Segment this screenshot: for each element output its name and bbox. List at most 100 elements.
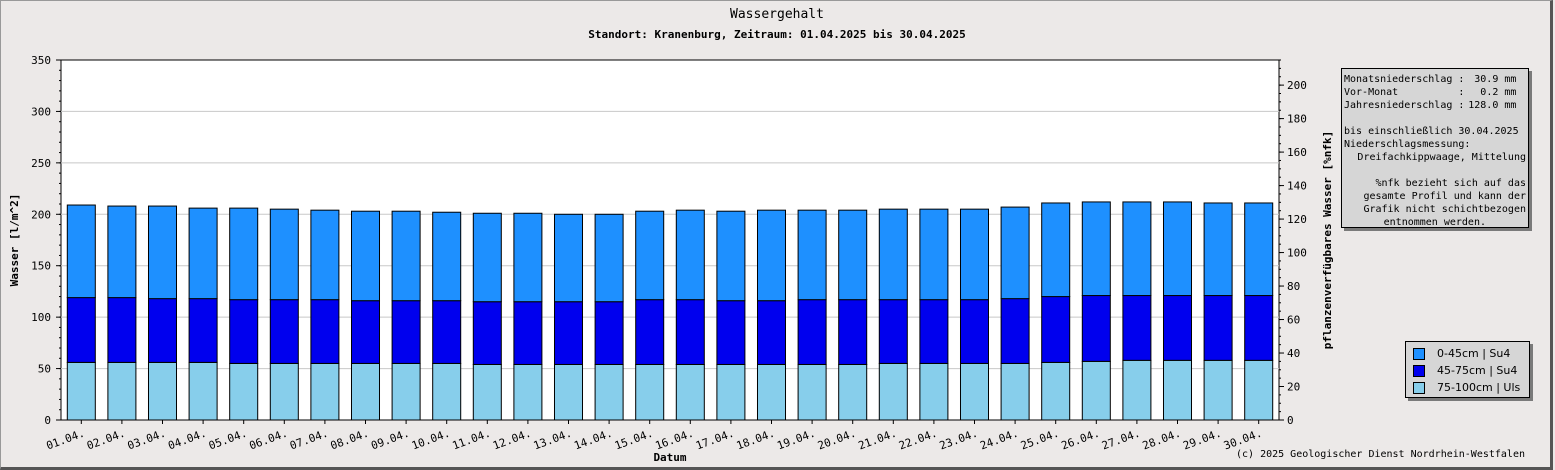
legend-label: 45-75cm | Su4	[1437, 364, 1518, 377]
plot-area	[60, 59, 1280, 421]
bar-segment	[878, 208, 908, 301]
bar-segment	[838, 299, 868, 365]
x-tick-label: 27.04.	[1100, 427, 1142, 453]
bar-segment	[1081, 295, 1111, 362]
y-axis: 0 50 100 150 200 250 300 350	[31, 54, 61, 427]
bar-segment	[797, 209, 827, 301]
y-tick-label: 200	[31, 208, 51, 221]
legend-item-75-100: 75-100cm | Uls	[1410, 379, 1525, 396]
y2-tick-label: 100	[1287, 247, 1307, 260]
bar-segment	[1203, 295, 1233, 361]
y2-tick-label: 80	[1287, 280, 1300, 293]
x-tick-label: 15.04.	[613, 427, 655, 453]
bar-segment	[513, 301, 543, 365]
info-until: bis einschließlich 30.04.2025	[1344, 126, 1519, 137]
bar-segment	[1244, 359, 1274, 421]
x-tick-label: 28.04.	[1141, 427, 1183, 453]
bar-segment	[350, 362, 381, 421]
x-tick-label: 01.04.	[45, 427, 87, 453]
y2-tick-label: 160	[1287, 146, 1307, 159]
bar-segment	[1162, 295, 1193, 361]
bar-segment	[472, 363, 502, 421]
info-row-yearly: Jahresniederschlag :128.0 mm	[1344, 99, 1526, 112]
x-tick-label: 10.04.	[410, 427, 452, 453]
info-label: Vor-Monat :	[1344, 87, 1465, 98]
info-label: Jahresniederschlag :	[1344, 100, 1465, 111]
y-tick-label: 50	[38, 363, 51, 376]
bar-segment	[675, 363, 705, 421]
bar-segment	[1000, 298, 1030, 364]
x-tick-label: 18.04.	[735, 427, 777, 453]
x-tick-label: 21.04.	[857, 427, 899, 453]
y2-axis-label: pflanzenverfügbares Wasser [%nfk]	[1321, 131, 1334, 350]
info-row-monthly: Monatsniederschlag : 30.9 mm	[1344, 73, 1526, 86]
chart-subtitle: Standort: Kranenburg, Zeitraum: 01.04.20…	[588, 28, 966, 41]
bar-segment	[432, 362, 462, 421]
bar-segment	[147, 298, 178, 363]
bar-segment	[1041, 202, 1071, 298]
bar-segment	[188, 207, 218, 300]
x-tick-label: 23.04.	[938, 427, 980, 453]
info-note-1: %nfk bezieht sich auf das	[1375, 178, 1526, 189]
x-tick-label: 04.04.	[166, 427, 208, 453]
legend-label: 0-45cm | Su4	[1437, 347, 1511, 360]
bar-segment	[147, 205, 178, 300]
bar-segment	[66, 361, 96, 421]
info-note-3: Grafik nicht schichtbezogen	[1363, 204, 1526, 215]
y2-axis: 0 20 40 60 80 100 120 140 160 180 200	[1279, 59, 1307, 427]
y2-tick-label: 140	[1287, 180, 1307, 193]
bar-segment	[513, 212, 543, 303]
bar-segment	[635, 363, 665, 421]
y-tick-label: 100	[31, 311, 51, 324]
bar-segment	[797, 299, 827, 365]
x-tick-label: 25.04.	[1019, 427, 1061, 453]
bar-segment	[635, 210, 665, 301]
bar-segment	[350, 210, 381, 302]
y2-tick-label: 120	[1287, 213, 1307, 226]
grid-lines	[61, 110, 1279, 370]
copyright-credit: (c) 2025 Geologischer Dienst Nordrhein-W…	[1236, 449, 1525, 460]
legend-swatch	[1413, 364, 1425, 377]
bar-segment	[838, 363, 868, 421]
bar-segment	[107, 297, 137, 363]
bar-segment	[391, 210, 421, 302]
x-tick-label: 07.04.	[288, 427, 330, 453]
bar-segment	[269, 208, 299, 301]
bar-segment	[919, 362, 949, 421]
info-value: 0.2 mm	[1480, 87, 1517, 98]
info-box: Monatsniederschlag : 30.9 mm Vor-Monat : 0…	[1341, 68, 1529, 228]
bar-segment	[878, 362, 908, 421]
bar-segment	[959, 299, 990, 364]
bar-segment	[1041, 361, 1071, 421]
bar-segment	[229, 299, 259, 364]
bar-segment	[594, 301, 624, 365]
info-row-prev-month: Vor-Monat : 0.2 mm	[1344, 86, 1526, 99]
bar-segment	[391, 362, 421, 421]
x-axis: 01.04.02.04.03.04.04.04.05.04.06.04.07.0…	[45, 420, 1264, 452]
x-tick-label: 03.04.	[126, 427, 168, 453]
bar-segment	[919, 208, 949, 301]
x-tick-label: 24.04.	[978, 427, 1020, 453]
bar-segment	[716, 363, 746, 421]
x-tick-label: 12.04.	[491, 427, 533, 453]
bar-segment	[1081, 360, 1111, 421]
bar-segment	[188, 298, 218, 363]
bar-segment	[350, 300, 381, 364]
bar-segment	[756, 363, 787, 421]
bar-segment	[1000, 362, 1030, 421]
info-measure-label: Niederschlagsmessung:	[1344, 139, 1471, 150]
bar-segment	[959, 208, 990, 301]
bar-segment	[716, 210, 746, 302]
y2-tick-label: 180	[1287, 113, 1307, 126]
bar-segment	[594, 213, 624, 303]
bar-segment	[1122, 359, 1152, 421]
bar-segment	[188, 361, 218, 421]
x-axis-label: Datum	[653, 451, 686, 464]
info-value: 30.9 mm	[1474, 74, 1517, 85]
bar-segment	[838, 209, 868, 301]
x-tick-label: 08.04.	[329, 427, 371, 453]
bar-segment	[229, 207, 259, 301]
info-label: Monatsniederschlag :	[1344, 74, 1465, 85]
y-axis-label: Wasser [l/m^2]	[8, 194, 21, 287]
